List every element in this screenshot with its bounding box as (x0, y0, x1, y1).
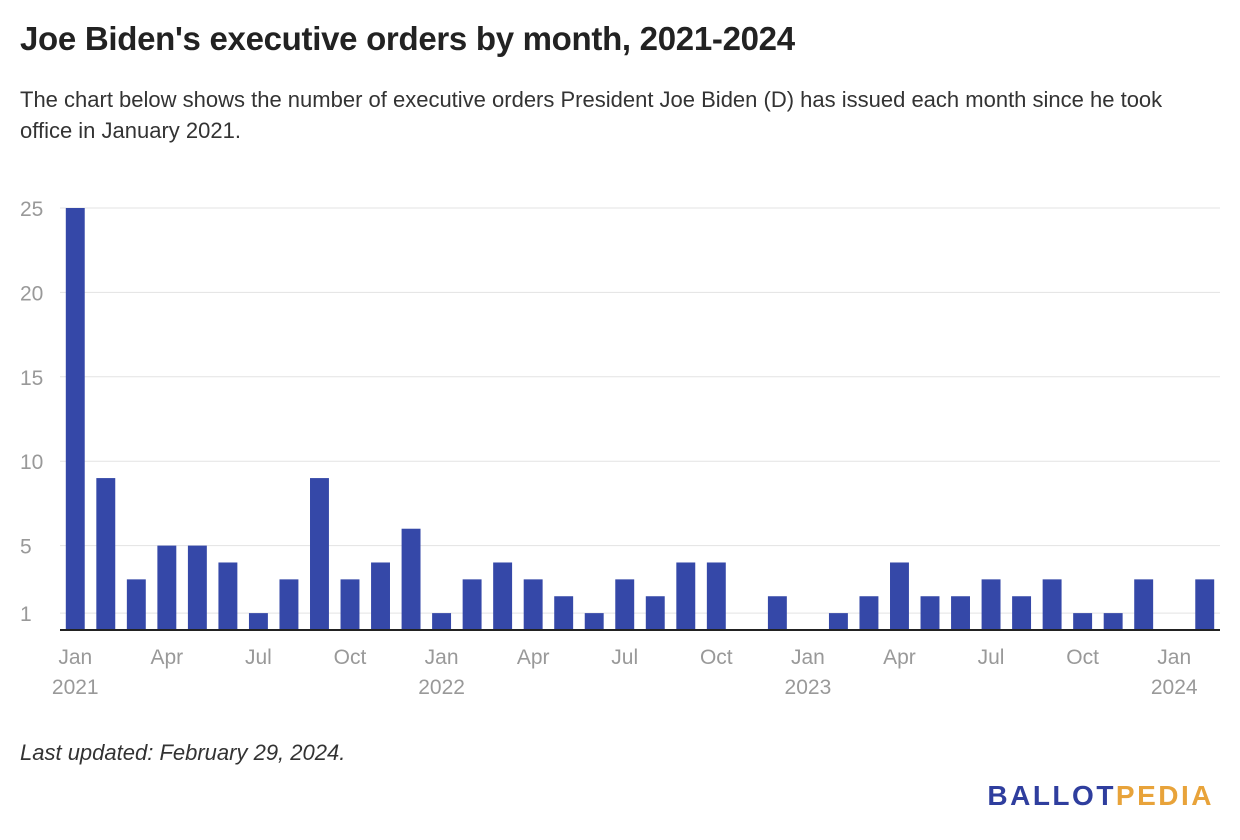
bar (432, 613, 452, 630)
x-tick-year-label: 2024 (1151, 676, 1198, 699)
chart-subtitle: The chart below shows the number of exec… (20, 87, 1163, 143)
x-tick-label: Jul (978, 646, 1005, 669)
x-tick-label: Jul (611, 646, 638, 669)
bar (1073, 613, 1093, 630)
bar (645, 596, 665, 630)
bar (920, 596, 940, 630)
ballotpedia-logo[interactable]: BALLOTPEDIA (987, 780, 1214, 812)
y-tick-label: 1 (20, 603, 32, 626)
bar (676, 562, 696, 630)
x-tick-label: Apr (150, 646, 183, 669)
x-tick-label: Jan (791, 646, 825, 669)
bar (981, 579, 1001, 630)
bar (65, 208, 85, 630)
bar (1103, 613, 1123, 630)
x-tick-year-label: 2022 (418, 676, 465, 699)
bar (1012, 596, 1032, 630)
y-tick-label: 10 (20, 451, 43, 474)
bar (554, 596, 574, 630)
x-tick-label: Apr (883, 646, 916, 669)
x-tick-year-label: 2023 (785, 676, 832, 699)
bar (462, 579, 482, 630)
last-updated-note: Last updated: February 29, 2024. (20, 740, 346, 765)
logo-text-ballot: BALLOT (987, 780, 1116, 811)
bar (187, 545, 207, 630)
x-tick-label: Oct (1066, 646, 1099, 669)
bar (584, 613, 604, 630)
x-tick-label: Oct (334, 646, 367, 669)
bar (371, 562, 390, 630)
bar (767, 596, 787, 630)
x-tick-label: Jul (245, 646, 272, 669)
bar (706, 562, 726, 630)
x-tick-label: Jan (1157, 646, 1191, 669)
bar (218, 562, 238, 630)
bar (615, 579, 635, 630)
bar (310, 478, 329, 630)
bar (1042, 579, 1062, 630)
bar (248, 613, 268, 630)
bar (96, 478, 116, 630)
bar (859, 596, 879, 630)
x-tick-year-label: 2021 (52, 676, 99, 699)
bar (340, 579, 360, 630)
x-tick-label: Oct (700, 646, 733, 669)
x-tick-label: Jan (425, 646, 459, 669)
bar (890, 562, 909, 630)
chart-title: Joe Biden's executive orders by month, 2… (20, 20, 795, 57)
y-tick-label: 15 (20, 367, 43, 390)
bar (493, 562, 513, 630)
y-tick-label: 20 (20, 282, 43, 305)
bar (279, 579, 299, 630)
bar (951, 596, 970, 630)
bar (401, 528, 421, 630)
bar (1134, 579, 1154, 630)
bar (828, 613, 848, 630)
bar (523, 579, 543, 630)
x-tick-label: Jan (58, 646, 92, 669)
bar (157, 545, 177, 630)
y-tick-label: 5 (20, 536, 32, 559)
bar (1195, 579, 1215, 630)
logo-text-pedia: PEDIA (1115, 780, 1214, 811)
bar (126, 579, 146, 630)
x-tick-label: Apr (517, 646, 550, 669)
y-tick-label: 25 (20, 198, 43, 221)
